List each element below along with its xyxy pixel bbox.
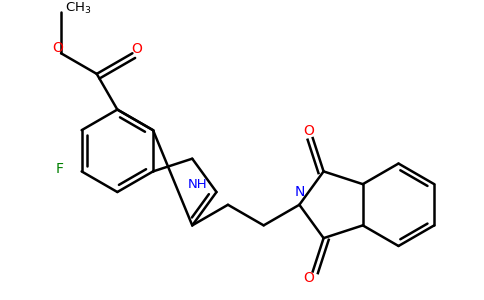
Text: O: O xyxy=(303,271,314,285)
Text: O: O xyxy=(53,41,63,56)
Text: CH$_3$: CH$_3$ xyxy=(65,1,91,16)
Text: NH: NH xyxy=(187,178,207,191)
Text: N: N xyxy=(294,185,304,199)
Text: O: O xyxy=(131,42,142,56)
Text: F: F xyxy=(56,163,64,176)
Text: O: O xyxy=(303,124,314,138)
